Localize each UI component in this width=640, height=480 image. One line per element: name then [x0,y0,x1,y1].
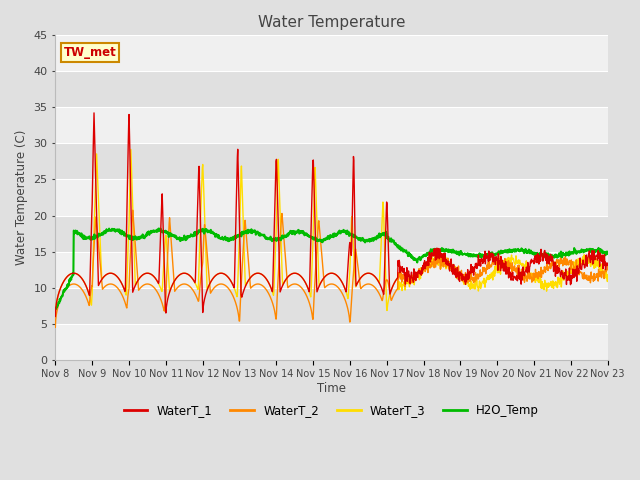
X-axis label: Time: Time [317,382,346,395]
Bar [55,72,608,108]
Y-axis label: Water Temperature (C): Water Temperature (C) [15,130,28,265]
Bar [55,36,608,72]
Legend: WaterT_1, WaterT_2, WaterT_3, H2O_Temp: WaterT_1, WaterT_2, WaterT_3, H2O_Temp [119,399,544,422]
Bar [55,252,608,288]
Bar [55,144,608,180]
Bar [55,288,608,324]
Text: TW_met: TW_met [63,47,116,60]
Bar [55,324,608,360]
Bar [55,216,608,252]
Title: Water Temperature: Water Temperature [258,15,405,30]
Bar [55,108,608,144]
Bar [55,180,608,216]
